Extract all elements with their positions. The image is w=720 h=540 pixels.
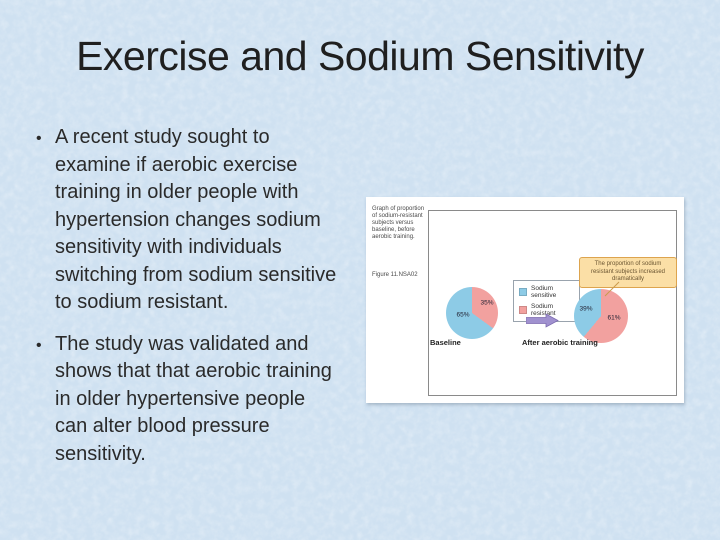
bullet-item: • The study was validated and shows that… xyxy=(30,331,338,469)
bullet-list: • A recent study sought to examine if ae… xyxy=(30,124,338,468)
legend-swatch-sensitive xyxy=(519,288,527,296)
legend-item-sensitive: Sodium sensitive xyxy=(519,285,574,299)
legend-label: Sodium resistant xyxy=(531,303,556,317)
pie-value-label: 39% xyxy=(579,305,593,313)
slide-title: Exercise and Sodium Sensitivity xyxy=(76,33,644,79)
pie-value-label: 35% xyxy=(480,299,494,307)
figure-panel: Graph of proportion of sodium-resistant … xyxy=(366,197,684,403)
chart-legend: Sodium sensitive Sodium resistant xyxy=(513,280,580,322)
pie-value-label: 65% xyxy=(456,311,470,319)
bullet-item: • A recent study sought to examine if ae… xyxy=(30,124,338,317)
callout-pointer-line xyxy=(604,281,620,297)
pie-chart-after-training xyxy=(574,289,628,343)
bullet-icon: • xyxy=(36,130,42,147)
bullet-icon: • xyxy=(36,336,42,354)
pie-title-baseline: Baseline xyxy=(430,338,461,347)
legend-label: Sodium sensitive xyxy=(531,285,557,299)
transition-arrow-icon xyxy=(526,313,559,328)
pie-chart-baseline xyxy=(446,287,498,339)
figure-caption: Graph of proportion of sodium-resistant … xyxy=(372,206,425,240)
bullet-text: A recent study sought to examine if aero… xyxy=(55,126,337,313)
pie-title-after-training: After aerobic training xyxy=(522,338,598,347)
figure-number: Figure 11.NSA02 xyxy=(372,272,418,278)
callout-annotation: The proportion of sodium resistant subje… xyxy=(579,257,677,288)
legend-swatch-resistant xyxy=(519,306,527,314)
legend-item-resistant: Sodium resistant xyxy=(519,303,574,317)
bullet-text: The study was validated and shows that t… xyxy=(55,332,332,465)
pie-value-label: 61% xyxy=(607,314,621,322)
chart-box: Sodium sensitive Sodium resistant 65% 35… xyxy=(428,210,677,396)
